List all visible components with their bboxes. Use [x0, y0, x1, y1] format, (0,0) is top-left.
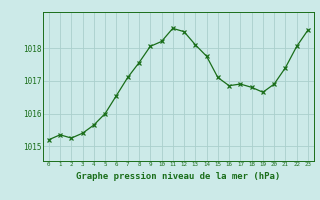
X-axis label: Graphe pression niveau de la mer (hPa): Graphe pression niveau de la mer (hPa)	[76, 172, 281, 181]
